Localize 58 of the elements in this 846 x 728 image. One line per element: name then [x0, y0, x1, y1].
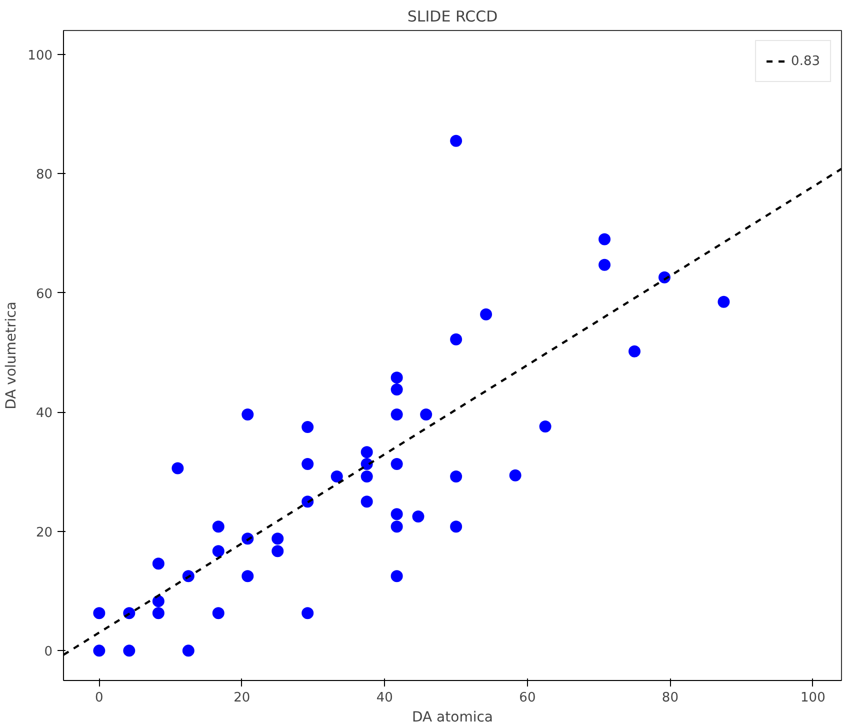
point [390, 570, 403, 582]
point [450, 333, 462, 346]
point [509, 469, 522, 482]
point [242, 408, 254, 421]
point [93, 644, 106, 657]
point [412, 510, 424, 522]
point [598, 233, 611, 246]
point [242, 570, 254, 582]
point [152, 558, 164, 570]
x-axis-title: DA atomica [412, 710, 493, 726]
point [390, 372, 403, 384]
point [450, 520, 462, 533]
point [93, 607, 106, 620]
point [480, 308, 492, 320]
chart-title: SLIDE RCCD [407, 8, 498, 26]
point [390, 458, 403, 470]
point [539, 420, 552, 432]
point [212, 520, 224, 533]
y-axis-title: DA volumetrica [4, 302, 20, 410]
point [330, 470, 343, 483]
point [598, 258, 611, 271]
point [123, 644, 136, 657]
x-tick-label: 80 [662, 690, 678, 706]
y-tick-label: 20 [36, 525, 53, 540]
point [450, 134, 462, 147]
point [182, 644, 194, 657]
y-tick-label: 60 [36, 286, 53, 302]
point [390, 384, 403, 396]
y-tick-label: 0 [44, 644, 53, 660]
point [212, 545, 224, 558]
point [718, 296, 730, 308]
x-tick-label: 40 [376, 690, 393, 706]
point [390, 520, 403, 533]
point [390, 508, 403, 520]
point [360, 446, 373, 458]
point [302, 607, 314, 620]
legend-label: 0.83 [791, 54, 820, 68]
point [172, 462, 184, 474]
point [360, 470, 373, 483]
point [272, 545, 284, 558]
x-tick-label: 0 [95, 690, 104, 706]
point [450, 470, 462, 483]
point [390, 408, 403, 421]
y-tick-label: 80 [36, 168, 53, 183]
point [420, 408, 432, 421]
y-tick-label: 100 [28, 48, 53, 64]
point [272, 532, 284, 545]
x-tick-label: 20 [234, 690, 250, 706]
point [152, 595, 164, 608]
x-tick-label: 100 [800, 690, 826, 706]
point [628, 345, 641, 358]
point [152, 607, 164, 620]
point [302, 458, 314, 470]
y-tick-label: 40 [36, 406, 53, 422]
point [212, 607, 224, 620]
point [360, 496, 373, 508]
point [302, 421, 314, 434]
x-tick-label: 60 [519, 690, 536, 706]
